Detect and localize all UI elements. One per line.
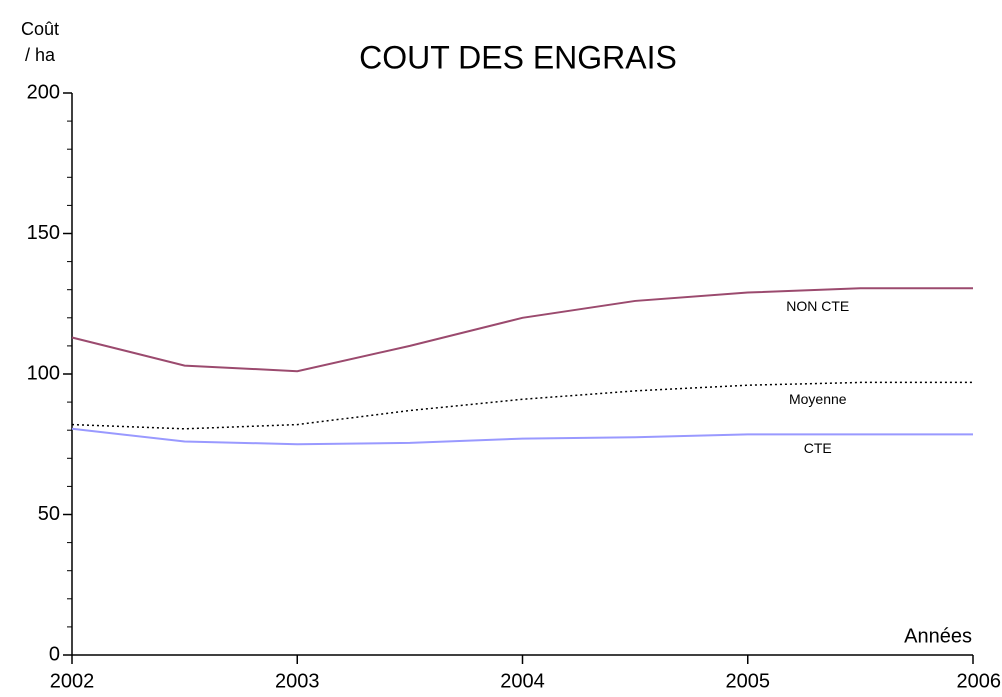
series-label: Moyenne — [789, 391, 847, 407]
y-tick-label: 200 — [27, 81, 60, 103]
series-label: CTE — [804, 440, 832, 456]
y-tick-label: 0 — [49, 643, 60, 665]
x-tick-label: 2004 — [500, 670, 545, 692]
x-tick-label: 2003 — [275, 670, 320, 692]
y-axis-label: Coût — [21, 19, 59, 39]
line-series — [71, 287, 973, 373]
series-label: NON CTE — [786, 298, 849, 314]
y-axis-label: / ha — [25, 45, 56, 65]
chart-title: COUT DES ENGRAIS — [359, 39, 677, 75]
y-tick-label: 100 — [27, 362, 60, 384]
y-tick-label: 50 — [38, 503, 60, 525]
line-series — [71, 427, 973, 446]
x-tick-label: 2002 — [50, 670, 95, 692]
x-axis-label: Années — [904, 625, 972, 647]
y-tick-label: 150 — [27, 222, 60, 244]
line-series — [71, 381, 973, 430]
x-tick-label: 2005 — [726, 670, 771, 692]
x-tick-label: 2006 — [957, 670, 1002, 692]
